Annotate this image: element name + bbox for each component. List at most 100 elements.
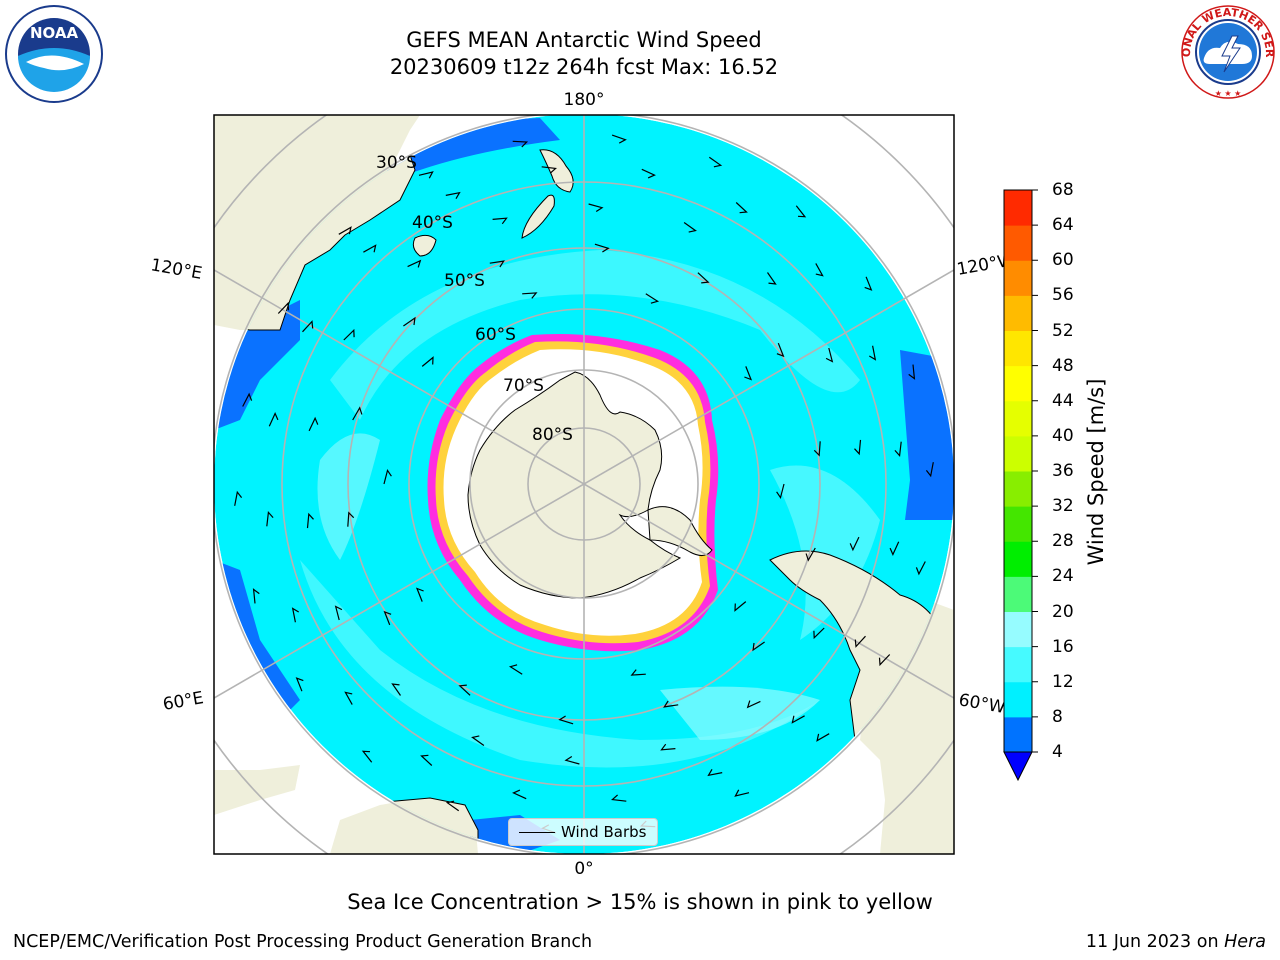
wind-barb	[816, 733, 830, 742]
colorbar-segment	[1004, 295, 1032, 331]
footer-date: 11 Jun 2023 on Hera	[1086, 932, 1266, 952]
wind-barb	[825, 347, 834, 363]
wind-barb	[707, 768, 723, 777]
wind-barb	[338, 226, 352, 235]
wind-barb	[663, 700, 679, 708]
colorbar-segment	[1004, 400, 1032, 437]
colorbar-segment	[1004, 260, 1032, 296]
wind-barb	[868, 345, 877, 361]
wind-barb	[752, 641, 765, 652]
wind-barb	[512, 140, 529, 148]
tasmania	[412, 234, 437, 257]
colorbar-label: Wind Speed [m/s]	[1084, 378, 1108, 566]
legend-label-wind-barbs: Wind Barbs	[561, 823, 647, 841]
wind-barb	[252, 588, 260, 604]
wind-barb	[645, 293, 660, 304]
wind-barb	[344, 691, 353, 705]
wind-barb	[744, 366, 753, 381]
wind-barb	[383, 610, 392, 626]
wind-barb	[445, 191, 461, 200]
wind-barb	[795, 205, 807, 218]
colorbar-segment	[1004, 611, 1032, 648]
wind-barb	[458, 684, 471, 696]
colorbar-tick-label: 52	[1052, 320, 1074, 341]
wind-barb	[878, 654, 891, 667]
wind-barb	[492, 217, 508, 225]
wind-barb	[266, 511, 274, 527]
wind-barb	[564, 755, 580, 765]
colorbar-tick-label: 36	[1052, 461, 1074, 481]
nws-logo: NATIONAL WEATHER SERVICE ★ ★ ★	[1178, 2, 1276, 100]
wind-barb	[683, 222, 697, 233]
colorbar-tick-label: 48	[1052, 355, 1074, 376]
wind-zone-4-8-west	[214, 300, 300, 430]
wind-barb	[418, 171, 434, 179]
wind-barb	[306, 512, 314, 529]
lat-label-30s: 30°S	[376, 153, 417, 173]
colorbar-segment	[1004, 716, 1032, 753]
lat-label-70s: 70°S	[503, 376, 544, 396]
wind-barb	[813, 441, 821, 457]
wind-barb	[734, 789, 750, 797]
wind-barb	[594, 243, 610, 253]
colorbar-tick-label: 20	[1052, 601, 1074, 622]
colorbar	[1003, 189, 1038, 782]
wind-barb	[361, 750, 373, 763]
colorbar-tick-label: 40	[1052, 425, 1074, 446]
colorbar-tick-label: 24	[1052, 566, 1074, 587]
wind-barb	[708, 156, 723, 168]
wind-zone-16-20-south	[660, 686, 820, 740]
wind-barb	[813, 627, 825, 640]
wind-barb	[508, 664, 523, 675]
colorbar-segment	[1004, 330, 1032, 367]
colorbar-segment	[1004, 506, 1032, 542]
colorbar-tick-label: 28	[1052, 531, 1074, 552]
wind-barb	[407, 259, 422, 268]
wind-barb	[889, 541, 900, 556]
colorbar-segment	[1004, 225, 1032, 261]
wind-barb	[611, 794, 627, 802]
map-frame	[213, 114, 955, 855]
wind-barb	[915, 561, 926, 576]
colorbar-tick-label: 60	[1052, 250, 1074, 271]
wind-zone-4-8-north	[380, 118, 560, 180]
wind-barb	[302, 320, 314, 333]
footer-host: Hera	[1224, 932, 1266, 952]
wind-barb	[421, 356, 434, 367]
colorbar-segment	[1004, 471, 1032, 507]
wind-barb	[403, 316, 416, 327]
wind-barb	[242, 392, 253, 407]
wind-barb	[352, 406, 363, 421]
chart-subtitle: 20230609 t12z 264h fcst Max: 16.52	[389, 55, 779, 79]
wind-zone-4-8-southwest	[214, 560, 300, 720]
wind-barb	[925, 462, 934, 478]
wind-barb	[541, 166, 557, 174]
lat-label-40s: 40°S	[412, 213, 453, 233]
wind-barb	[334, 605, 343, 621]
colorbar-segment	[1004, 681, 1032, 718]
lon-label-60w: 60°W	[957, 690, 1007, 718]
wind-barb	[588, 203, 604, 213]
colorbar-segment	[1004, 541, 1032, 577]
lat-label-60s: 60°S	[475, 325, 516, 345]
colorbar-tick-label: 12	[1052, 671, 1074, 692]
wind-barb	[735, 202, 748, 214]
wind-barb	[776, 342, 785, 358]
colorbar-tick-label: 16	[1052, 636, 1074, 657]
colorbar-tick-label: 56	[1052, 285, 1074, 306]
wind-barb	[805, 547, 816, 562]
wind-barb	[894, 441, 902, 457]
wind-barb	[522, 292, 538, 299]
colorbar-under-extension	[1003, 751, 1033, 782]
colorbar-segment	[1004, 365, 1032, 402]
colorbar-tick-label: 64	[1052, 215, 1074, 236]
lat-label-50s: 50°S	[444, 271, 485, 291]
svg-text:★ ★ ★: ★ ★ ★	[1215, 89, 1242, 98]
lon-label-120e: 120°E	[149, 255, 203, 284]
new-zealand-south	[521, 194, 555, 239]
colorbar-segment	[1004, 190, 1032, 226]
wind-barb	[268, 412, 279, 427]
footer-date-text: 11 Jun 2023 on	[1085, 932, 1219, 952]
noaa-logo: NOAA	[5, 5, 103, 103]
